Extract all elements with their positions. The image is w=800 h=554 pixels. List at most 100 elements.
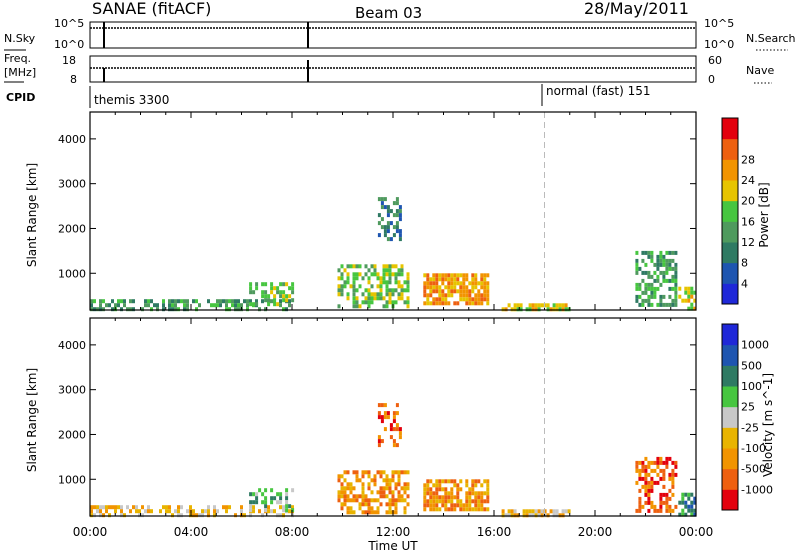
power-cell xyxy=(644,298,648,303)
power-cell xyxy=(647,298,651,303)
power-cell xyxy=(441,293,445,298)
power-cell xyxy=(337,268,341,273)
velocity-cell xyxy=(96,509,99,514)
velocity-cell xyxy=(291,505,294,510)
velocity-cell xyxy=(383,427,387,432)
velocity-cell xyxy=(397,470,401,475)
power-cell xyxy=(216,299,219,304)
power-cell xyxy=(398,213,402,218)
power-cell xyxy=(459,273,463,278)
power-cell xyxy=(468,289,472,294)
velocity-cell xyxy=(528,513,532,518)
power-cell xyxy=(270,282,274,287)
velocity-cell xyxy=(474,499,478,504)
power-cell xyxy=(288,286,292,291)
power-cell xyxy=(656,258,660,263)
power-cell xyxy=(153,303,156,308)
power-cell xyxy=(483,297,487,302)
velocity-cell xyxy=(653,480,657,485)
power-cell xyxy=(537,303,541,308)
velocity-cell xyxy=(364,502,368,507)
power-cell xyxy=(638,286,642,291)
power-cell xyxy=(385,288,389,293)
velocity-cell xyxy=(671,508,675,513)
velocity-cell xyxy=(252,500,256,505)
power-cell xyxy=(367,300,371,305)
velocity-cell xyxy=(435,479,439,484)
power-cell xyxy=(225,299,228,304)
power-cell xyxy=(561,303,565,308)
velocity-cell xyxy=(665,456,669,461)
velocity-cell xyxy=(395,411,399,416)
nsky-label: N.Sky xyxy=(4,32,36,45)
power-cell xyxy=(429,277,433,282)
power-cell xyxy=(453,301,457,306)
power-cell xyxy=(99,299,102,304)
velocity-cell xyxy=(429,503,433,508)
power-cell xyxy=(474,273,478,278)
velocity-cell xyxy=(534,509,538,514)
velocity-cell xyxy=(659,500,663,505)
velocity-cell xyxy=(383,403,387,408)
velocity-cell xyxy=(681,492,685,497)
velocity-cell xyxy=(647,472,651,477)
velocity-cell xyxy=(435,495,439,500)
velocity-cell xyxy=(462,503,466,508)
velocity-cell xyxy=(279,492,283,497)
velocity-cell xyxy=(285,496,289,501)
power-cell xyxy=(380,201,384,206)
power-cell xyxy=(459,289,463,294)
power-cell xyxy=(444,297,448,302)
velocity-cell xyxy=(561,509,565,514)
velocity-cell xyxy=(282,505,285,510)
power-cell xyxy=(516,307,520,312)
velocity-echo-cells xyxy=(90,403,697,518)
power-cell xyxy=(459,293,463,298)
power-cell xyxy=(340,288,344,293)
velocity-cell xyxy=(671,460,675,465)
power-cell xyxy=(534,303,538,308)
power-cell xyxy=(438,297,442,302)
velocity-cell xyxy=(444,495,448,500)
power-cell xyxy=(429,293,433,298)
velocity-cell xyxy=(693,500,697,505)
velocity-cell xyxy=(465,507,469,512)
power-cell xyxy=(400,284,404,289)
power-cell xyxy=(555,303,559,308)
power-cell xyxy=(486,301,490,306)
velocity-cell xyxy=(668,496,672,501)
power-cell xyxy=(638,294,642,299)
velocity-cell xyxy=(358,494,362,499)
velocity-cell xyxy=(638,500,642,505)
velocity-cell xyxy=(561,513,565,518)
velocity-cell xyxy=(386,415,390,420)
velocity-cell xyxy=(285,492,289,497)
velocity-cell xyxy=(438,479,442,484)
power-cell xyxy=(385,284,389,289)
power-colorbar-swatch xyxy=(722,200,738,222)
power-cell xyxy=(398,233,402,238)
velocity-cell xyxy=(647,500,651,505)
velocity-cell xyxy=(397,494,401,499)
velocity-cell xyxy=(528,509,532,514)
velocity-cell xyxy=(543,509,547,514)
velocity-colorbar-swatch xyxy=(722,406,738,428)
power-cell xyxy=(183,307,186,312)
power-cell xyxy=(462,289,466,294)
power-cell xyxy=(225,307,228,312)
power-colorbar-swatch xyxy=(722,262,738,284)
power-cell xyxy=(668,258,672,263)
velocity-cell xyxy=(665,492,669,497)
velocity-cell xyxy=(432,507,436,512)
velocity-cell xyxy=(567,509,571,514)
velocity-cell xyxy=(195,513,198,518)
velocity-cell xyxy=(525,509,529,514)
power-cell xyxy=(480,293,484,298)
power-cell xyxy=(90,299,93,304)
velocity-cell xyxy=(656,480,660,485)
power-cell xyxy=(656,262,660,267)
power-cell xyxy=(361,300,365,305)
velocity-cell xyxy=(504,513,508,518)
power-cell xyxy=(644,286,648,291)
velocity-cell xyxy=(674,460,678,465)
